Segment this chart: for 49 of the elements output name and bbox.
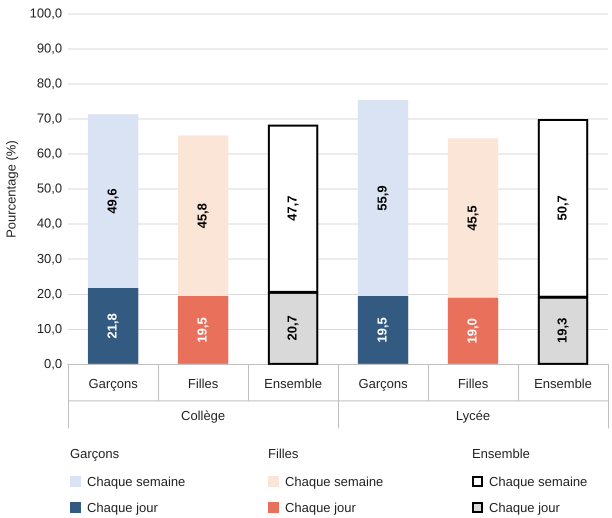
data-label: 45,8	[194, 203, 210, 228]
x-tick-label: Ensemble	[534, 376, 592, 391]
data-label: 19,0	[464, 318, 480, 344]
y-tick-label: 30,0	[36, 250, 62, 266]
x-tick-label: Filles	[458, 376, 489, 391]
legend-label: Chaque semaine	[87, 474, 186, 488]
bar	[358, 296, 408, 364]
bar	[448, 138, 498, 298]
bar	[88, 114, 138, 288]
data-label: 50,7	[554, 195, 570, 221]
legend-label: Chaque semaine	[285, 474, 384, 488]
data-label: 19,5	[194, 317, 210, 343]
y-tick-label: 90,0	[36, 40, 62, 56]
x-tick-label: Filles	[188, 376, 219, 391]
y-tick-label: 20,0	[36, 286, 62, 301]
y-tick-label: 40,0	[36, 216, 62, 231]
data-label: 49,6	[104, 188, 120, 214]
text: Collège	[181, 408, 226, 423]
y-tick-label: 50,0	[36, 180, 62, 196]
y-axis-title: Pourcentage (%)	[3, 140, 18, 238]
text: Filles	[268, 446, 300, 463]
y-tick-label: 70,0	[36, 110, 62, 126]
y-tick-label: 10,0	[36, 320, 62, 336]
bar	[448, 298, 498, 364]
data-label: 55,9	[374, 185, 390, 211]
text: Lycée	[456, 408, 490, 423]
bar	[178, 135, 228, 296]
legend-label: Chaque jour	[87, 500, 158, 514]
legend-label: Chaque semaine	[489, 474, 588, 488]
bar	[178, 296, 228, 364]
data-label: 21,8	[104, 313, 120, 339]
y-tick-label: 80,0	[36, 76, 62, 90]
x-tick-label: Garçons	[88, 376, 138, 391]
legend-label: Chaque jour	[489, 500, 560, 514]
bar	[88, 288, 138, 364]
legend-label: Chaque jour	[285, 500, 356, 514]
bar	[358, 100, 408, 296]
x-tick-label: Garçons	[358, 376, 408, 391]
y-tick-label: 60,0	[36, 146, 62, 161]
data-label: 45,5	[464, 205, 480, 231]
text: Garçons	[70, 446, 120, 463]
data-label: 19,3	[554, 318, 570, 343]
data-label: 19,5	[374, 317, 390, 343]
text: Ensemble	[472, 446, 531, 463]
data-label: 20,7	[284, 315, 300, 341]
data-label: 47,7	[284, 196, 300, 221]
x-tick-label: Ensemble	[264, 376, 322, 391]
y-tick-label: 0,0	[44, 356, 62, 371]
y-tick-label: 100,0	[30, 5, 62, 20]
